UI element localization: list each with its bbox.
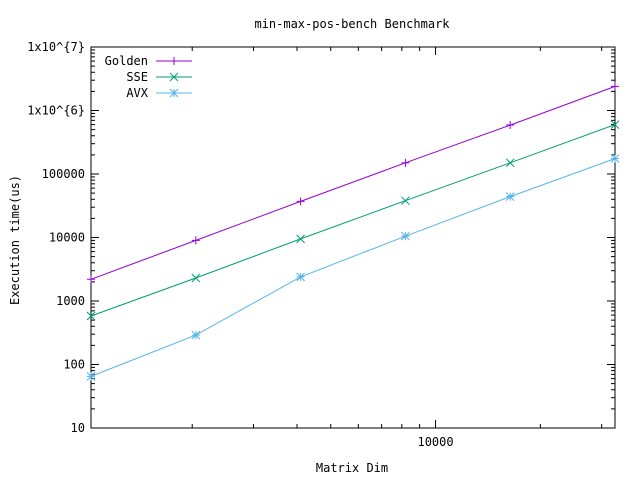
y-tick-label: 10000 [49, 231, 85, 245]
legend-label: Golden [105, 54, 148, 68]
data-point [401, 196, 410, 206]
data-point [506, 121, 515, 130]
legend-marker [169, 88, 179, 98]
x-axis-label: Matrix Dim [316, 461, 388, 475]
y-tick-label: 1x10^{7} [27, 40, 85, 54]
series-golden [87, 82, 619, 284]
series-line [90, 85, 616, 280]
legend-label: SSE [126, 70, 148, 84]
data-point [87, 275, 95, 284]
data-point [401, 158, 410, 167]
y-tick-label: 1x10^{6} [27, 104, 85, 118]
data-point [191, 330, 201, 340]
y-tick-label: 100000 [42, 167, 85, 181]
chart-title: min-max-pos-bench Benchmark [254, 17, 450, 31]
data-point [86, 372, 96, 381]
data-point [86, 311, 96, 321]
legend-marker [169, 72, 179, 82]
y-tick-label: 10 [71, 421, 85, 435]
data-point [610, 154, 620, 163]
y-axis-label: Execution time(us) [8, 175, 22, 305]
series-line [90, 124, 616, 317]
series-sse [86, 120, 620, 321]
data-point [505, 158, 515, 168]
data-point [401, 231, 410, 241]
legend-label: AVX [126, 86, 148, 100]
data-point [191, 273, 201, 283]
data-point [610, 120, 620, 129]
y-tick-label: 100 [63, 358, 85, 372]
y-tick-label: 1000 [56, 294, 85, 308]
series-layer [86, 82, 620, 381]
legend: Golden SSE AVX [105, 54, 192, 100]
data-point [296, 234, 305, 244]
data-point [296, 272, 305, 282]
axes: 10 100 1000 10000 100000 1x10^{6} 1x10^{7} 1000… [27, 40, 616, 449]
data-point [611, 82, 619, 91]
x-tick-label: 10000 [417, 435, 453, 449]
series-line [90, 158, 616, 377]
data-point [191, 236, 200, 245]
series-avx [86, 154, 620, 381]
data-point [505, 192, 515, 201]
legend-marker [170, 57, 178, 65]
data-point [296, 197, 305, 206]
